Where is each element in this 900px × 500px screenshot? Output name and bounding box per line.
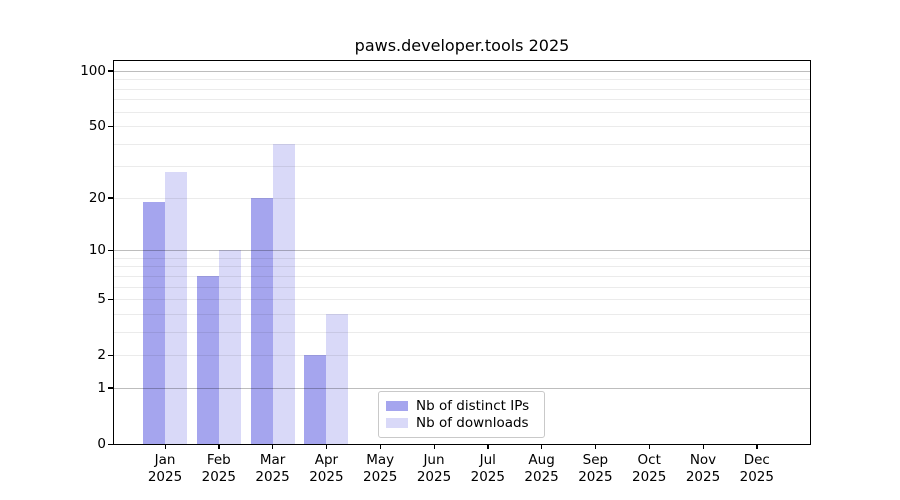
x-tick-label-jul: Jul 2025 xyxy=(470,452,505,485)
legend-item-distinct-ips: Nb of distinct IPs xyxy=(386,398,536,414)
chart-title: paws.developer.tools 2025 xyxy=(354,36,570,55)
x-tick-apr xyxy=(325,444,328,449)
x-tick-jun xyxy=(433,444,435,449)
gridline-minor-20 xyxy=(114,197,810,199)
x-tick-jan xyxy=(164,444,166,449)
y-tick-label-50: 50 xyxy=(88,118,106,135)
x-tick-label-jun: Jun 2025 xyxy=(416,452,452,485)
distinct-ips-swatch xyxy=(386,401,408,411)
x-tick-label-dec: Dec 2025 xyxy=(739,452,774,485)
x-tick-feb xyxy=(218,444,220,449)
gridline-minor-8 xyxy=(114,266,810,268)
gridline-minor-80 xyxy=(114,88,810,90)
gridline-minor-50 xyxy=(114,126,810,128)
bar-downloads-jan xyxy=(165,171,187,444)
gridline-minor-40 xyxy=(114,143,810,145)
y-tick-label-10: 10 xyxy=(88,242,106,259)
x-tick-label-jan: Jan 2025 xyxy=(147,452,183,485)
gridline-minor-30 xyxy=(114,166,810,168)
x-tick-label-may: May 2025 xyxy=(363,452,398,485)
x-tick-label-sep: Sep 2025 xyxy=(578,452,613,485)
x-tick-aug xyxy=(541,444,543,449)
y-tick-2 xyxy=(108,354,113,357)
y-tick-label-0: 0 xyxy=(97,436,106,452)
legend-label-distinct-ips: Nb of distinct IPs xyxy=(416,398,530,414)
legend-item-downloads: Nb of downloads xyxy=(386,415,536,431)
y-tick-label-5: 5 xyxy=(97,291,106,308)
y-tick-1 xyxy=(108,387,113,389)
y-tick-100 xyxy=(108,70,113,72)
y-tick-0 xyxy=(108,443,113,445)
gridline-minor-4 xyxy=(114,313,810,315)
x-tick-label-aug: Aug 2025 xyxy=(524,452,559,485)
y-tick-50 xyxy=(108,125,113,127)
gridline-minor-3 xyxy=(114,331,810,333)
x-tick-label-nov: Nov 2025 xyxy=(685,452,721,485)
bar-distinct-ips-apr xyxy=(304,355,327,444)
y-tick-10 xyxy=(108,249,113,251)
gridline-minor-2 xyxy=(114,355,810,357)
gridline-minor-60 xyxy=(114,111,810,113)
gridline-minor-6 xyxy=(114,286,810,288)
gridline-minor-90 xyxy=(114,79,810,81)
x-tick-may xyxy=(379,444,382,449)
bar-distinct-ips-feb xyxy=(196,275,219,444)
gridline-major-100 xyxy=(114,70,810,72)
legend-label-downloads: Nb of downloads xyxy=(416,415,529,431)
downloads-swatch xyxy=(386,418,408,428)
y-tick-5 xyxy=(108,298,113,300)
x-tick-nov xyxy=(702,444,704,449)
y-tick-label-1: 1 xyxy=(97,379,106,396)
y-tick-label-20: 20 xyxy=(88,189,106,206)
y-tick-label-2: 2 xyxy=(97,347,106,364)
x-tick-jul xyxy=(487,444,489,449)
gridline-minor-5 xyxy=(114,299,810,301)
x-tick-oct xyxy=(648,444,651,449)
gridline-minor-9 xyxy=(114,257,810,259)
x-tick-mar xyxy=(272,444,274,449)
gridline-minor-70 xyxy=(114,99,810,101)
gridline-minor-7 xyxy=(114,275,810,277)
x-tick-label-oct: Oct 2025 xyxy=(632,452,667,485)
gridline-major-1 xyxy=(114,387,810,389)
y-tick-20 xyxy=(108,197,113,199)
bar-downloads-feb xyxy=(218,250,241,444)
x-tick-sep xyxy=(594,444,597,449)
x-tick-dec xyxy=(756,444,758,449)
gridline-major-10 xyxy=(114,250,810,252)
x-tick-label-apr: Apr 2025 xyxy=(309,452,344,485)
bar-downloads-mar xyxy=(272,143,295,444)
legend: Nb of distinct IPs Nb of downloads xyxy=(378,391,545,438)
bar-downloads-apr xyxy=(326,313,349,444)
x-tick-label-feb: Feb 2025 xyxy=(201,452,236,485)
bar-distinct-ips-mar xyxy=(250,197,273,444)
bar-distinct-ips-jan xyxy=(143,201,165,444)
y-tick-label-100: 100 xyxy=(80,62,106,79)
plot-area xyxy=(108,60,811,449)
x-tick-label-mar: Mar 2025 xyxy=(255,452,290,485)
